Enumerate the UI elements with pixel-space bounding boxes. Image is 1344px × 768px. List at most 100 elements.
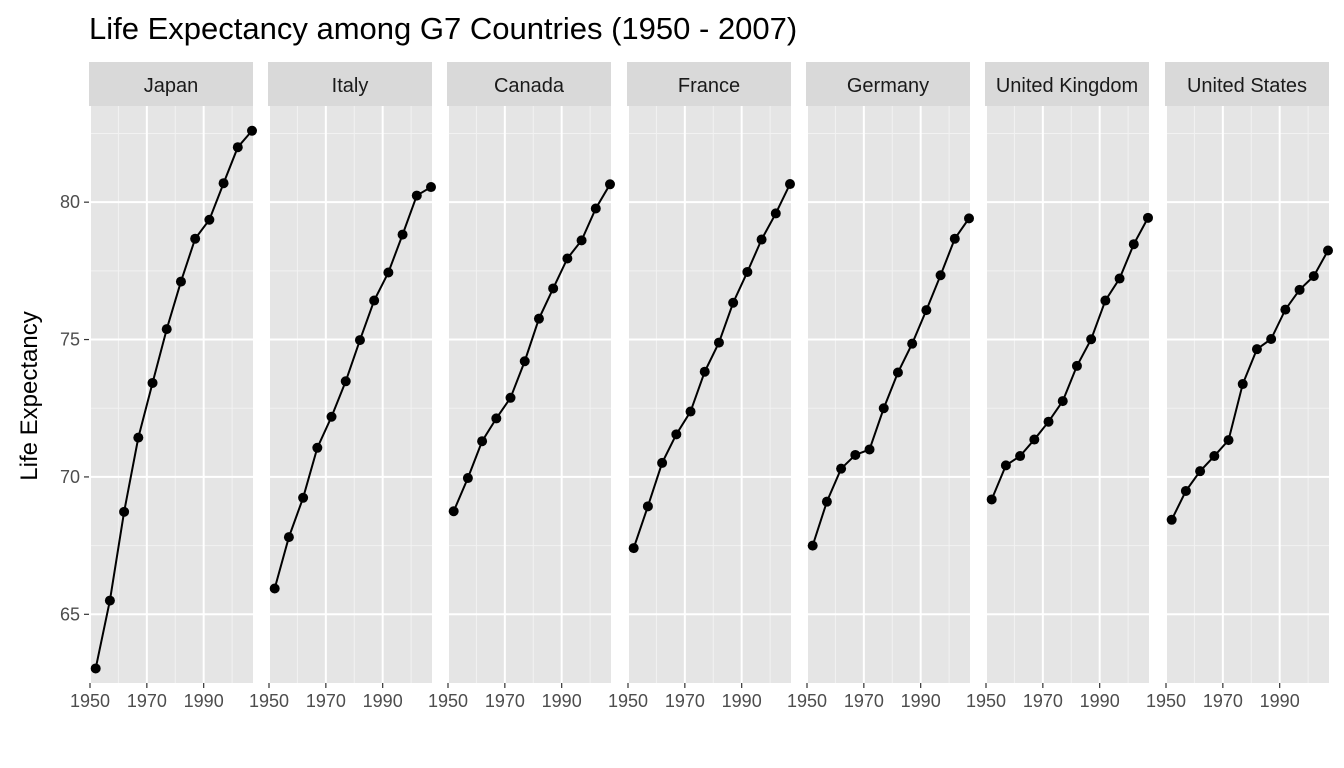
- chart-title: Life Expectancy among G7 Countries (1950…: [89, 11, 797, 46]
- y-tick-label: 70: [60, 467, 80, 487]
- data-point: [685, 406, 696, 417]
- x-tick-label: 1990: [1260, 691, 1300, 711]
- data-point: [836, 463, 847, 474]
- y-axis: 65 70 75 80: [60, 192, 89, 624]
- panel-background: [1165, 106, 1329, 683]
- data-point: [864, 444, 875, 455]
- x-tick-label: 1970: [485, 691, 525, 711]
- data-point: [770, 208, 781, 219]
- panel-background: [447, 106, 611, 683]
- data-point: [964, 213, 974, 224]
- facet-strip: [268, 62, 432, 106]
- data-point: [369, 295, 380, 306]
- x-tick-label: 1970: [844, 691, 884, 711]
- data-point: [1114, 273, 1125, 284]
- data-point: [756, 234, 767, 245]
- x-tick-label: 1950: [428, 691, 468, 711]
- data-point: [642, 501, 653, 512]
- x-tick-label: 1950: [249, 691, 289, 711]
- facet-panel-japan: Japan 1950 1970 1990: [70, 62, 257, 711]
- data-point: [411, 190, 422, 201]
- series-line-canada: [452, 183, 611, 512]
- data-point: [1280, 304, 1291, 315]
- data-point: [699, 366, 710, 377]
- data-point: [1128, 239, 1139, 250]
- x-tick-label: 1990: [542, 691, 582, 711]
- facet-panel-italy: Italy 1950 1970 1990: [249, 62, 436, 711]
- data-point: [657, 457, 668, 468]
- data-point: [519, 356, 530, 367]
- data-point: [821, 496, 832, 507]
- data-point: [590, 203, 601, 214]
- data-point: [713, 337, 724, 348]
- facet-strip-label: United States: [1187, 75, 1307, 97]
- x-tick-label: 1970: [1023, 691, 1063, 711]
- data-point: [1266, 333, 1277, 344]
- data-point: [892, 367, 903, 378]
- facet-strip: [627, 62, 791, 106]
- data-point: [161, 324, 172, 335]
- data-point: [728, 297, 739, 308]
- data-point: [283, 532, 294, 543]
- facet-strip-label: Canada: [494, 75, 565, 97]
- facet-strip: [985, 62, 1149, 106]
- data-point: [807, 540, 818, 551]
- panel-background: [985, 106, 1149, 683]
- data-point: [119, 506, 130, 517]
- y-tick-label: 65: [60, 604, 80, 624]
- data-point: [312, 442, 323, 453]
- data-point: [90, 663, 101, 674]
- data-point: [190, 233, 201, 244]
- facet-strip-label: France: [678, 75, 740, 97]
- data-point: [462, 473, 473, 484]
- data-point: [1195, 466, 1206, 477]
- data-point: [850, 449, 861, 460]
- data-point: [742, 266, 753, 277]
- facet-strip: [1165, 62, 1329, 106]
- data-point: [907, 338, 918, 349]
- facet-strip-label: Germany: [847, 75, 929, 97]
- data-point: [383, 267, 394, 278]
- x-tick-label: 1970: [306, 691, 346, 711]
- data-point: [218, 178, 229, 189]
- data-point: [1251, 344, 1262, 355]
- data-point: [576, 235, 587, 246]
- data-point: [247, 125, 257, 136]
- x-tick-label: 1950: [608, 691, 648, 711]
- facet-strip: [447, 62, 611, 106]
- series-line-japan: [94, 130, 253, 669]
- x-tick-label: 1970: [1203, 691, 1243, 711]
- data-point: [104, 595, 115, 606]
- data-point: [949, 233, 960, 244]
- facet-panel-canada: Canada 1950 1970 1990: [428, 62, 615, 711]
- facet-panel-france: France 1950 1970 1990: [608, 62, 795, 711]
- y-axis-title: Life Expectancy: [16, 311, 43, 480]
- facet-panel-united-kingdom: United Kingdom 1950 1970 1990: [966, 62, 1153, 711]
- data-point: [232, 142, 243, 153]
- data-point: [204, 214, 215, 225]
- data-point: [326, 411, 337, 422]
- data-point: [1237, 379, 1248, 390]
- data-point: [505, 392, 516, 403]
- data-point: [397, 229, 408, 240]
- data-point: [448, 506, 459, 517]
- x-tick-label: 1950: [70, 691, 110, 711]
- data-point: [1180, 485, 1191, 496]
- series-line-italy: [273, 186, 432, 589]
- facet-strip: [806, 62, 970, 106]
- x-tick-label: 1950: [787, 691, 827, 711]
- x-tick-label: 1990: [363, 691, 403, 711]
- x-tick-label: 1950: [1146, 691, 1186, 711]
- data-point: [1166, 514, 1177, 525]
- data-point: [605, 179, 615, 190]
- data-point: [1086, 334, 1097, 345]
- data-point: [562, 253, 573, 264]
- data-point: [477, 436, 488, 447]
- data-point: [340, 376, 351, 387]
- data-point: [548, 283, 559, 294]
- data-point: [147, 377, 158, 388]
- facet-strip-label: Japan: [144, 75, 199, 97]
- data-point: [878, 403, 889, 414]
- panel-background: [627, 106, 791, 683]
